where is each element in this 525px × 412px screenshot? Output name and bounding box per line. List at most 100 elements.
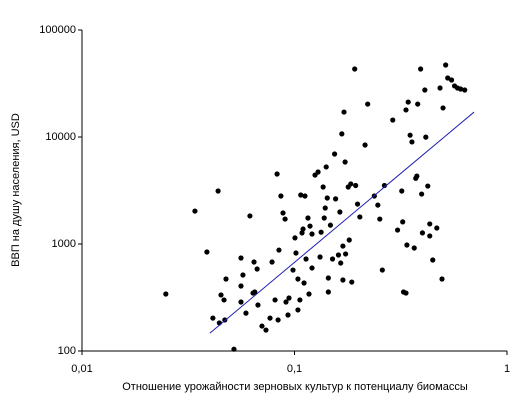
point	[290, 267, 296, 273]
x-tick-label: 1	[504, 363, 510, 375]
point	[338, 260, 344, 266]
point	[423, 134, 429, 140]
point	[247, 213, 253, 219]
point	[286, 295, 292, 301]
y-tick-label: 10000	[45, 131, 76, 143]
point	[275, 317, 281, 323]
y-axis-label: ВВП на душу населения, USD	[10, 113, 22, 267]
point	[276, 247, 282, 253]
point	[339, 131, 345, 137]
point	[377, 216, 383, 222]
point	[192, 208, 198, 214]
point	[405, 99, 411, 105]
point	[307, 223, 313, 229]
point	[407, 132, 413, 138]
point	[259, 323, 265, 329]
point	[448, 77, 455, 83]
point	[278, 193, 284, 199]
point	[269, 259, 275, 265]
point	[337, 209, 343, 215]
point	[305, 215, 311, 221]
point	[274, 171, 280, 177]
point	[403, 290, 409, 296]
point	[437, 85, 443, 91]
point	[462, 87, 468, 93]
point	[357, 214, 363, 220]
point	[293, 250, 299, 256]
point	[272, 297, 278, 303]
trendline	[209, 111, 475, 334]
point	[315, 169, 321, 175]
y-tick-label: 1000	[52, 238, 76, 250]
point	[335, 252, 342, 258]
point	[434, 225, 440, 231]
point	[418, 66, 424, 72]
point	[325, 275, 331, 281]
point	[163, 291, 169, 297]
point	[346, 237, 352, 243]
point	[365, 101, 371, 107]
point	[300, 226, 306, 232]
y-tick-label: 100	[58, 345, 76, 357]
point	[263, 327, 269, 333]
point	[238, 299, 244, 305]
point	[267, 315, 273, 321]
point	[400, 219, 406, 225]
point	[414, 173, 420, 179]
point	[321, 215, 327, 221]
point	[394, 227, 401, 233]
point	[323, 164, 329, 170]
point	[404, 242, 410, 248]
point	[381, 182, 388, 189]
point	[353, 182, 359, 189]
point	[419, 230, 426, 236]
point	[329, 256, 336, 262]
point	[295, 276, 301, 282]
point	[443, 62, 449, 68]
point	[285, 312, 291, 318]
point	[327, 222, 334, 228]
point	[282, 216, 288, 222]
point	[252, 289, 258, 295]
point	[340, 243, 346, 249]
point	[430, 257, 436, 263]
point	[243, 310, 249, 316]
point	[341, 109, 347, 115]
point	[343, 251, 349, 257]
point	[251, 259, 257, 265]
point	[352, 66, 358, 72]
point	[403, 107, 409, 113]
point	[348, 181, 354, 187]
point	[320, 184, 326, 190]
point	[427, 233, 433, 239]
point	[255, 302, 261, 308]
point	[210, 315, 216, 321]
point	[375, 202, 381, 208]
point	[354, 201, 361, 207]
point	[295, 307, 301, 313]
point	[317, 254, 323, 260]
point	[218, 292, 224, 298]
point	[221, 297, 227, 303]
point	[283, 299, 289, 305]
x-tick-label: 0,01	[71, 363, 92, 375]
point	[362, 142, 368, 148]
point	[318, 229, 324, 235]
point	[223, 276, 229, 282]
point	[422, 87, 428, 93]
point	[399, 188, 405, 194]
point	[309, 231, 315, 237]
point	[297, 297, 303, 303]
point	[409, 139, 415, 145]
point	[390, 117, 396, 123]
point	[240, 272, 246, 278]
point	[445, 75, 451, 81]
point	[215, 188, 221, 194]
point	[204, 249, 210, 255]
y-tick-label: 100000	[39, 24, 76, 36]
point	[440, 105, 446, 111]
point	[439, 276, 445, 282]
point	[254, 266, 260, 272]
point	[292, 235, 298, 241]
